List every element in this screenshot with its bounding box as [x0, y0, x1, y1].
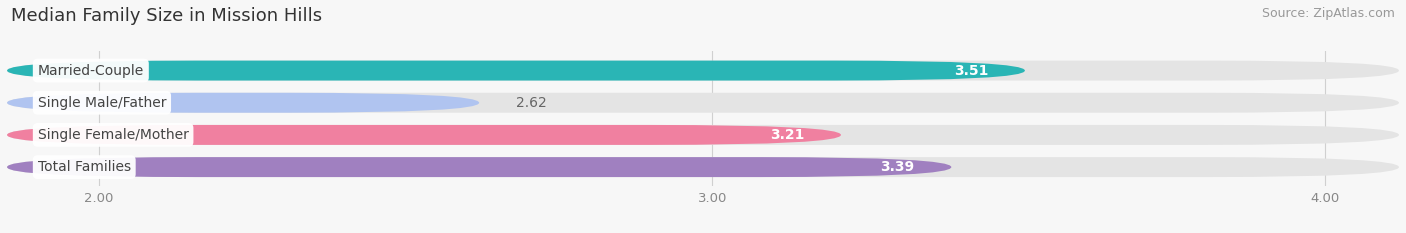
Text: Source: ZipAtlas.com: Source: ZipAtlas.com — [1261, 7, 1395, 20]
Text: Single Female/Mother: Single Female/Mother — [38, 128, 188, 142]
Text: Total Families: Total Families — [38, 160, 131, 174]
FancyBboxPatch shape — [7, 125, 841, 145]
FancyBboxPatch shape — [7, 61, 1399, 81]
Text: 3.21: 3.21 — [770, 128, 804, 142]
FancyBboxPatch shape — [7, 93, 1399, 113]
Text: 2.62: 2.62 — [516, 96, 547, 110]
Text: 3.51: 3.51 — [953, 64, 988, 78]
Text: Median Family Size in Mission Hills: Median Family Size in Mission Hills — [11, 7, 322, 25]
Text: Single Male/Father: Single Male/Father — [38, 96, 166, 110]
FancyBboxPatch shape — [7, 157, 1399, 177]
FancyBboxPatch shape — [7, 157, 952, 177]
FancyBboxPatch shape — [7, 125, 1399, 145]
FancyBboxPatch shape — [7, 93, 479, 113]
Text: 3.39: 3.39 — [880, 160, 914, 174]
FancyBboxPatch shape — [7, 61, 1025, 81]
Text: Married-Couple: Married-Couple — [38, 64, 143, 78]
